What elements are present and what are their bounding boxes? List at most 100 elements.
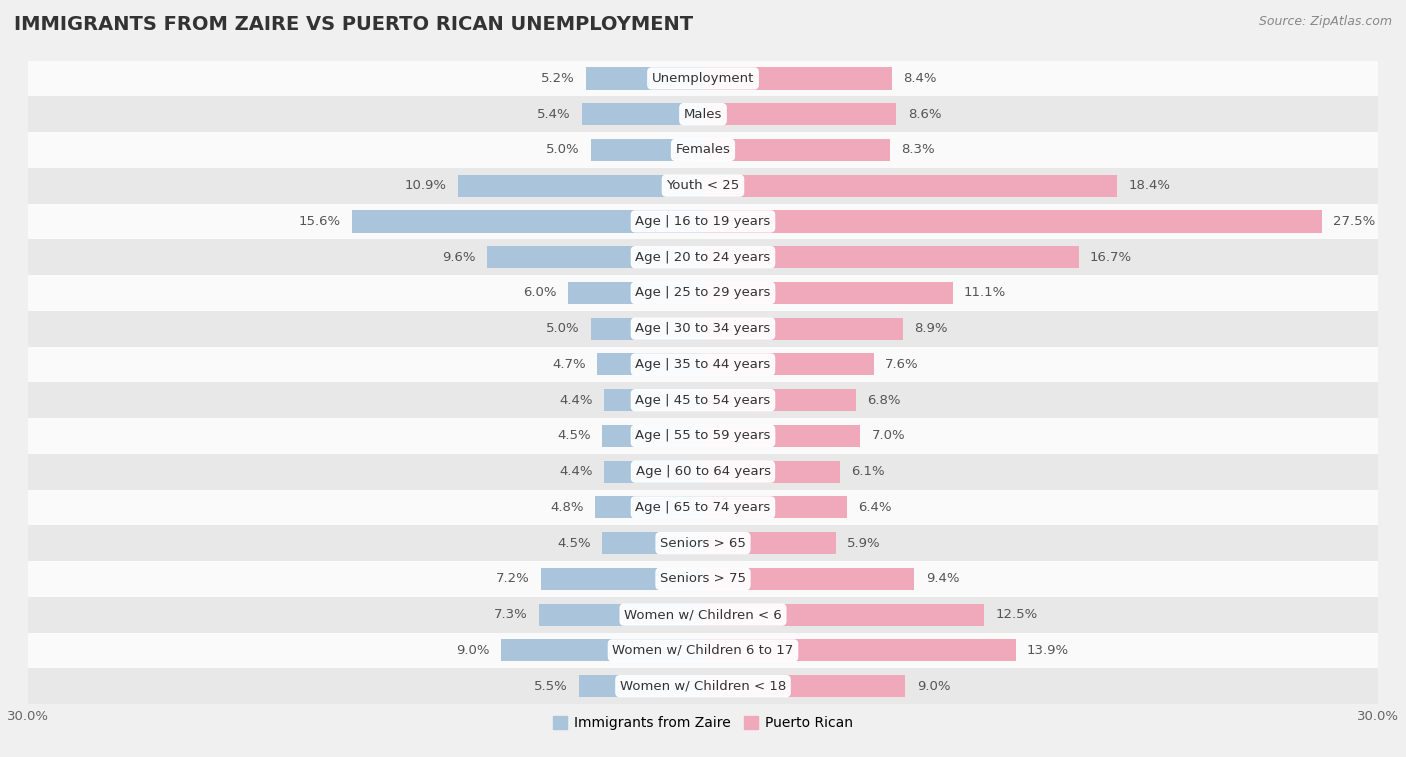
Bar	[486, 246, 703, 268]
Bar	[703, 175, 1116, 197]
Text: 8.4%: 8.4%	[903, 72, 936, 85]
Text: 27.5%: 27.5%	[1333, 215, 1375, 228]
Bar	[28, 597, 1378, 633]
Text: Seniors > 75: Seniors > 75	[659, 572, 747, 585]
Text: Youth < 25: Youth < 25	[666, 179, 740, 192]
Text: IMMIGRANTS FROM ZAIRE VS PUERTO RICAN UNEMPLOYMENT: IMMIGRANTS FROM ZAIRE VS PUERTO RICAN UN…	[14, 15, 693, 34]
Text: 4.8%: 4.8%	[550, 501, 583, 514]
Bar	[703, 139, 890, 161]
Bar	[28, 275, 1378, 311]
Text: 5.0%: 5.0%	[546, 143, 579, 157]
Bar	[28, 96, 1378, 132]
Text: 4.5%: 4.5%	[557, 429, 591, 442]
Text: 15.6%: 15.6%	[298, 215, 340, 228]
Text: 4.4%: 4.4%	[560, 465, 593, 478]
Text: 6.1%: 6.1%	[852, 465, 886, 478]
Text: 7.6%: 7.6%	[886, 358, 920, 371]
Bar	[28, 418, 1378, 453]
Text: 9.6%: 9.6%	[443, 251, 475, 263]
Text: Age | 45 to 54 years: Age | 45 to 54 years	[636, 394, 770, 407]
Text: Women w/ Children < 18: Women w/ Children < 18	[620, 680, 786, 693]
Text: 9.0%: 9.0%	[917, 680, 950, 693]
Text: 4.4%: 4.4%	[560, 394, 593, 407]
Bar	[591, 139, 703, 161]
Bar	[703, 318, 903, 340]
Text: 5.5%: 5.5%	[534, 680, 568, 693]
Bar	[28, 61, 1378, 96]
Text: 8.3%: 8.3%	[901, 143, 935, 157]
Text: 7.2%: 7.2%	[496, 572, 530, 585]
Bar	[703, 675, 905, 697]
Text: 4.7%: 4.7%	[553, 358, 586, 371]
Bar	[541, 568, 703, 590]
Bar	[605, 389, 703, 411]
Text: Women w/ Children < 6: Women w/ Children < 6	[624, 608, 782, 621]
Bar	[595, 497, 703, 519]
Bar	[28, 132, 1378, 168]
Bar	[28, 311, 1378, 347]
Bar	[579, 675, 703, 697]
Text: 9.4%: 9.4%	[925, 572, 959, 585]
Text: Source: ZipAtlas.com: Source: ZipAtlas.com	[1258, 15, 1392, 28]
Legend: Immigrants from Zaire, Puerto Rican: Immigrants from Zaire, Puerto Rican	[547, 711, 859, 736]
Text: 6.0%: 6.0%	[523, 286, 557, 300]
Text: 5.9%: 5.9%	[846, 537, 880, 550]
Text: Age | 20 to 24 years: Age | 20 to 24 years	[636, 251, 770, 263]
Bar	[28, 204, 1378, 239]
Text: Age | 25 to 29 years: Age | 25 to 29 years	[636, 286, 770, 300]
Bar	[703, 640, 1015, 662]
Bar	[703, 354, 875, 375]
Text: Females: Females	[675, 143, 731, 157]
Bar	[598, 354, 703, 375]
Bar	[703, 460, 841, 483]
Text: 7.3%: 7.3%	[494, 608, 527, 621]
Bar	[28, 561, 1378, 597]
Text: 6.8%: 6.8%	[868, 394, 901, 407]
Bar	[568, 282, 703, 304]
Bar	[28, 490, 1378, 525]
Text: 13.9%: 13.9%	[1026, 644, 1069, 657]
Bar	[28, 347, 1378, 382]
Text: Age | 55 to 59 years: Age | 55 to 59 years	[636, 429, 770, 442]
Text: Seniors > 65: Seniors > 65	[659, 537, 747, 550]
Bar	[28, 525, 1378, 561]
Bar	[501, 640, 703, 662]
Bar	[703, 246, 1078, 268]
Bar	[352, 210, 703, 232]
Text: 5.4%: 5.4%	[537, 107, 571, 120]
Text: 18.4%: 18.4%	[1128, 179, 1170, 192]
Bar	[703, 603, 984, 626]
Bar	[602, 425, 703, 447]
Text: 4.5%: 4.5%	[557, 537, 591, 550]
Bar	[703, 389, 856, 411]
Text: 10.9%: 10.9%	[405, 179, 447, 192]
Bar	[703, 532, 835, 554]
Bar	[28, 239, 1378, 275]
Bar	[538, 603, 703, 626]
Text: Males: Males	[683, 107, 723, 120]
Bar	[28, 168, 1378, 204]
Bar	[703, 67, 891, 89]
Bar	[703, 497, 846, 519]
Text: 7.0%: 7.0%	[872, 429, 905, 442]
Text: 12.5%: 12.5%	[995, 608, 1038, 621]
Bar	[28, 453, 1378, 490]
Text: Women w/ Children 6 to 17: Women w/ Children 6 to 17	[613, 644, 793, 657]
Bar	[703, 425, 860, 447]
Text: 16.7%: 16.7%	[1090, 251, 1132, 263]
Bar	[703, 568, 914, 590]
Bar	[28, 633, 1378, 668]
Text: 6.4%: 6.4%	[858, 501, 891, 514]
Bar	[602, 532, 703, 554]
Text: Age | 16 to 19 years: Age | 16 to 19 years	[636, 215, 770, 228]
Bar	[591, 318, 703, 340]
Bar	[28, 668, 1378, 704]
Text: Age | 60 to 64 years: Age | 60 to 64 years	[636, 465, 770, 478]
Text: Age | 30 to 34 years: Age | 30 to 34 years	[636, 322, 770, 335]
Text: 8.6%: 8.6%	[908, 107, 941, 120]
Text: 8.9%: 8.9%	[914, 322, 948, 335]
Text: 11.1%: 11.1%	[965, 286, 1007, 300]
Text: 5.0%: 5.0%	[546, 322, 579, 335]
Bar	[582, 103, 703, 125]
Bar	[28, 382, 1378, 418]
